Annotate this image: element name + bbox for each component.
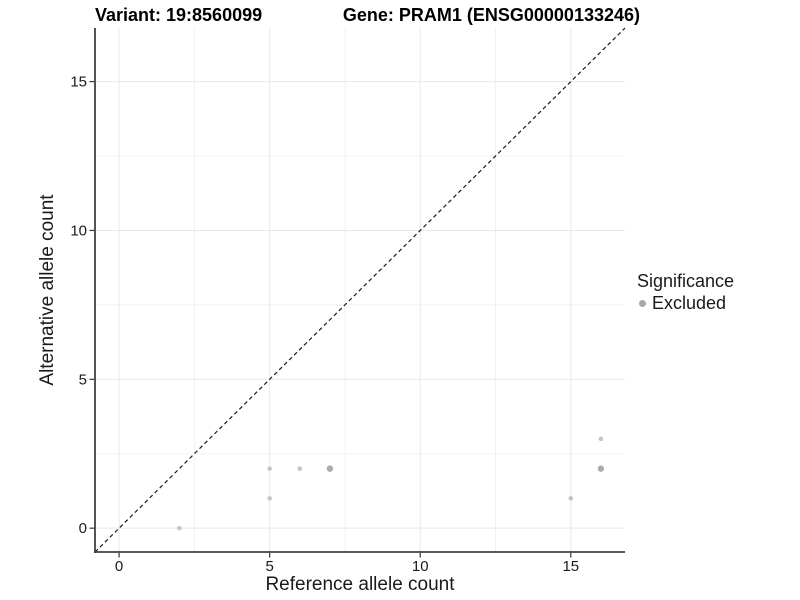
- data-point: [598, 436, 604, 442]
- x-tick-label: 5: [265, 558, 273, 575]
- x-axis-title: Reference allele count: [265, 574, 455, 595]
- y-axis-title: Alternative allele count: [37, 194, 58, 386]
- x-tick-label: 15: [562, 558, 579, 575]
- y-tick-label: 10: [70, 222, 87, 239]
- data-point: [177, 525, 182, 531]
- data-point: [267, 466, 272, 471]
- data-point: [267, 496, 272, 501]
- x-tick-label: 10: [412, 558, 429, 575]
- x-tick-label: 0: [115, 558, 123, 575]
- data-point: [597, 465, 605, 472]
- y-tick-label: 0: [79, 520, 87, 537]
- gene-title: Gene: PRAM1 (ENSG00000133246): [342, 5, 640, 25]
- legend: Significance Excluded: [637, 271, 734, 313]
- y-tick-label: 15: [70, 74, 87, 91]
- circle-icon: [639, 299, 646, 307]
- variant-title: Variant: 19:8560099: [95, 5, 263, 25]
- data-point: [326, 465, 334, 472]
- identity-dashed-line: [94, 27, 626, 553]
- legend-item-excluded: Excluded: [637, 293, 734, 313]
- data-point: [297, 466, 303, 471]
- legend-title: Significance: [637, 271, 735, 291]
- legend-item-label: Excluded: [652, 293, 727, 313]
- y-tick-label: 5: [79, 371, 87, 388]
- data-point: [568, 496, 574, 501]
